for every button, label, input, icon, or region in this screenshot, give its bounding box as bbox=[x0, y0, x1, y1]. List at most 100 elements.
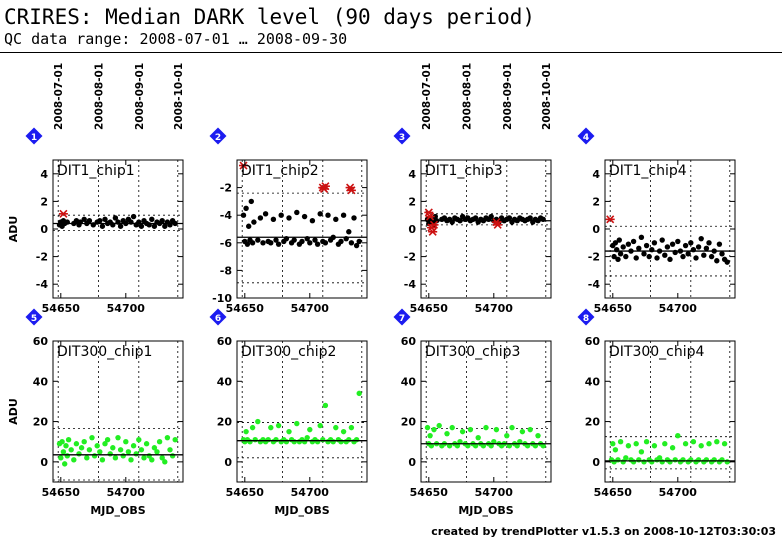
panel-1: 4 2 0 -2 -4 54650 54700 DIT1_chip1 1 ADU 2008-07-0… bbox=[7, 63, 185, 315]
data-point bbox=[325, 212, 331, 218]
outlier-point bbox=[58, 209, 68, 218]
data-point bbox=[615, 457, 621, 463]
data-point bbox=[540, 443, 546, 449]
data-point bbox=[483, 424, 489, 431]
data-point bbox=[255, 418, 261, 425]
plot-frame bbox=[420, 159, 552, 299]
data-point bbox=[268, 424, 274, 431]
x-tick-label: 54650 bbox=[42, 486, 81, 499]
data-point bbox=[314, 241, 321, 247]
data-point bbox=[143, 441, 150, 447]
data-point bbox=[125, 449, 132, 455]
data-point bbox=[633, 255, 639, 261]
panel-number-marker bbox=[577, 308, 595, 326]
data-point bbox=[149, 216, 155, 223]
data-point bbox=[688, 457, 694, 463]
date-label: 2008-08-01 bbox=[462, 63, 474, 130]
panel-number-label: 5 bbox=[31, 314, 37, 324]
plot-frame bbox=[604, 159, 736, 299]
x-tick-label: 54650 bbox=[226, 486, 265, 499]
data-point bbox=[86, 218, 93, 224]
data-point bbox=[724, 459, 730, 465]
outlier-point bbox=[493, 220, 503, 229]
data-point bbox=[167, 447, 173, 453]
y-tick-label: 4 bbox=[408, 168, 416, 181]
panel-title: DIT1_chip4 bbox=[609, 163, 687, 179]
data-point bbox=[162, 223, 168, 229]
data-point bbox=[519, 428, 526, 435]
data-point bbox=[84, 455, 90, 461]
data-point bbox=[680, 253, 686, 260]
outlier-point bbox=[320, 182, 330, 191]
y-tick-label: 0 bbox=[40, 456, 48, 469]
date-label: 2008-09-01 bbox=[502, 63, 514, 130]
panel-title: DIT300_chip2 bbox=[241, 344, 336, 360]
y-tick-label: 20 bbox=[33, 416, 49, 429]
y-tick-label: -2 bbox=[404, 251, 416, 264]
data-point bbox=[348, 424, 355, 431]
data-point bbox=[662, 441, 668, 447]
data-point bbox=[698, 443, 704, 449]
y-tick-label: -10 bbox=[212, 292, 232, 305]
data-point bbox=[128, 457, 134, 463]
data-point bbox=[675, 432, 681, 439]
plot-frame bbox=[604, 340, 736, 483]
x-tick-label: 54700 bbox=[659, 486, 698, 499]
panel-number-marker bbox=[393, 308, 411, 326]
data-point bbox=[60, 449, 67, 455]
date-label: 2008-09-01 bbox=[134, 63, 146, 130]
data-point bbox=[58, 455, 64, 461]
data-point bbox=[117, 223, 124, 229]
y-tick-label: 40 bbox=[33, 375, 49, 388]
data-point bbox=[346, 437, 352, 443]
data-point bbox=[246, 223, 252, 229]
data-point bbox=[120, 453, 126, 459]
data-point bbox=[68, 447, 74, 453]
data-point bbox=[286, 428, 292, 435]
data-point bbox=[680, 457, 686, 463]
data-point bbox=[291, 237, 297, 243]
data-point bbox=[63, 443, 69, 449]
y-tick-label: -6 bbox=[220, 237, 233, 250]
data-point bbox=[97, 449, 103, 455]
x-tick-label: 54650 bbox=[42, 302, 81, 315]
date-label: 2008-07-01 bbox=[421, 63, 433, 130]
data-point bbox=[659, 459, 665, 465]
y-tick-label: -2 bbox=[220, 182, 232, 195]
data-point bbox=[304, 434, 310, 441]
data-point bbox=[262, 211, 269, 217]
data-point bbox=[457, 439, 463, 445]
data-point bbox=[141, 455, 147, 461]
data-point bbox=[294, 209, 300, 216]
data-point bbox=[610, 441, 616, 447]
data-point bbox=[71, 457, 77, 463]
data-point bbox=[706, 240, 712, 246]
panel-title: DIT1_chip2 bbox=[241, 163, 319, 179]
data-point bbox=[130, 443, 137, 449]
data-point bbox=[427, 432, 433, 439]
y-tick-label: 40 bbox=[401, 375, 417, 388]
data-point bbox=[97, 218, 103, 224]
x-tick-label: 54650 bbox=[594, 486, 633, 499]
y-tick-label: 0 bbox=[592, 456, 600, 469]
data-point bbox=[286, 215, 292, 221]
plot-frame bbox=[236, 340, 368, 483]
x-tick-label: 54700 bbox=[475, 302, 514, 315]
date-label: 2008-07-01 bbox=[53, 63, 65, 130]
y-tick-label: 60 bbox=[217, 335, 233, 348]
data-point bbox=[275, 422, 282, 429]
data-point bbox=[265, 437, 271, 443]
data-point bbox=[719, 457, 725, 463]
data-point bbox=[643, 439, 650, 445]
data-point bbox=[703, 245, 710, 252]
data-point bbox=[611, 253, 617, 260]
y-axis-label: ADU bbox=[7, 216, 20, 243]
data-point bbox=[149, 457, 155, 463]
credit-footer: created by trendPlotter v1.5.3 on 2008-1… bbox=[431, 525, 776, 538]
data-point bbox=[682, 441, 689, 447]
page-title: CRIRES: Median DARK level (90 days perio… bbox=[4, 5, 536, 29]
y-tick-label: -4 bbox=[220, 209, 233, 222]
data-point bbox=[356, 238, 362, 245]
data-point bbox=[454, 443, 461, 449]
